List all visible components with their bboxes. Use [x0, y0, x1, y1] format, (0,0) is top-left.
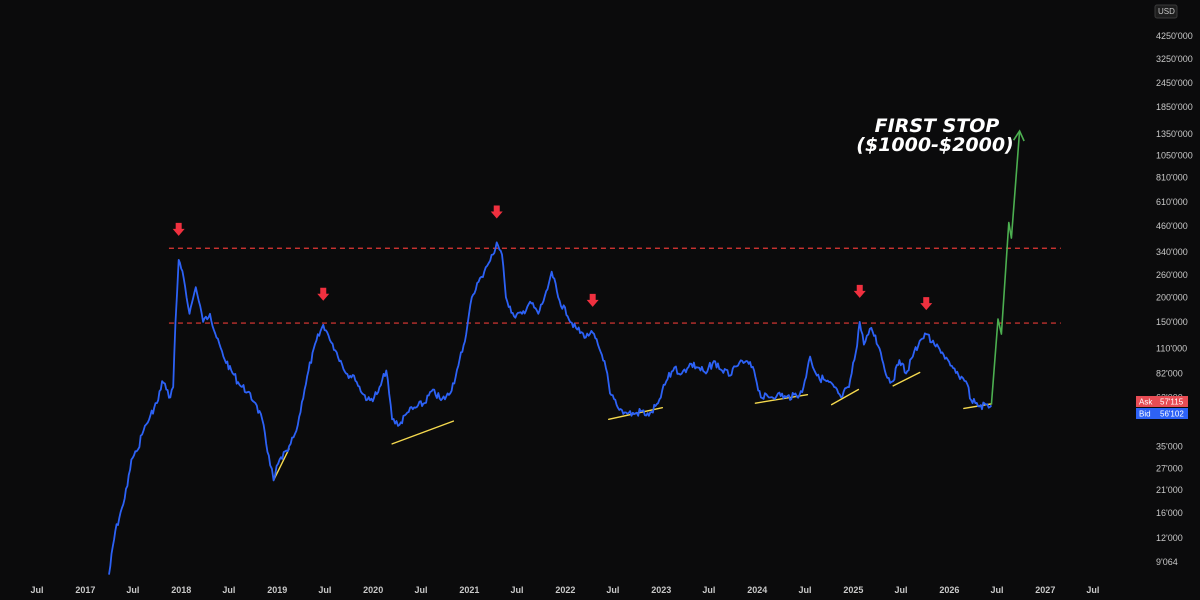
down-arrow-icon	[172, 222, 185, 236]
projection-arrowhead	[1012, 129, 1025, 142]
bid-label: Bid	[1139, 410, 1151, 419]
down-arrow-icon	[920, 297, 933, 311]
down-arrow-icon	[490, 205, 503, 219]
down-arrow-icon	[317, 287, 330, 301]
ask-badge: Ask 57'115	[1136, 396, 1188, 407]
x-tick-label: Jul	[415, 585, 428, 595]
y-tick-label: 21'000	[1156, 485, 1183, 495]
price-line	[108, 241, 993, 575]
series-layer	[108, 129, 1025, 575]
y-tick-label: 16'000	[1156, 508, 1183, 518]
annotation-line-1: FIRST STOP	[875, 115, 1000, 137]
x-tick-label: 2024	[747, 585, 767, 595]
support-trendline	[892, 371, 921, 387]
support-trendline	[830, 388, 860, 406]
y-tick-label: 3250'000	[1156, 54, 1193, 64]
x-tick-label: Jul	[510, 585, 523, 595]
x-tick-label: 2026	[939, 585, 959, 595]
bid-value: 56'102	[1160, 410, 1184, 419]
x-tick-label: Jul	[222, 585, 235, 595]
x-tick-label: 2025	[843, 585, 863, 595]
currency-selector[interactable]: USD	[1154, 4, 1178, 19]
ask-value-bg	[1158, 396, 1188, 407]
y-tick-label: 260'000	[1156, 270, 1188, 280]
x-tick-label: Jul	[126, 585, 139, 595]
support-lines-layer	[272, 371, 993, 482]
currency-selector-box[interactable]	[1154, 4, 1178, 19]
y-tick-label: 460'000	[1156, 221, 1188, 231]
x-tick-label: 2018	[171, 585, 191, 595]
y-tick-label: 4250'000	[1156, 31, 1193, 41]
support-trendline	[272, 448, 290, 482]
x-tick-label: Jul	[799, 585, 812, 595]
y-tick-label: 35'000	[1156, 441, 1183, 451]
ask-label-bg	[1136, 396, 1158, 407]
y-tick-label: 12'000	[1156, 533, 1183, 543]
y-tick-label: 150'000	[1156, 317, 1188, 327]
down-arrow-icon	[853, 284, 866, 298]
y-tick-label: 610'000	[1156, 197, 1188, 207]
y-tick-label: 340'000	[1156, 247, 1188, 257]
time-axis[interactable]: Jul 2017 Jul 2018 Jul 2019 Jul 2020 Jul 2021 Jul 20…	[30, 585, 1099, 595]
x-tick-label: Jul	[1086, 585, 1099, 595]
y-tick-label: 200'000	[1156, 292, 1188, 302]
x-tick-label: 2021	[459, 585, 479, 595]
y-tick-label: 9'064	[1156, 557, 1178, 567]
x-tick-label: Jul	[606, 585, 619, 595]
x-tick-label: Jul	[895, 585, 908, 595]
currency-label: USD	[1158, 7, 1175, 16]
down-arrow-icon	[586, 293, 599, 307]
bid-label-bg	[1136, 408, 1158, 419]
x-tick-label: Jul	[702, 585, 715, 595]
support-trendline	[391, 420, 455, 445]
ask-label: Ask	[1139, 398, 1153, 407]
y-tick-label: 2450'000	[1156, 78, 1193, 88]
y-tick-label: 110'000	[1156, 343, 1187, 353]
x-tick-label: 2023	[651, 585, 671, 595]
ask-value: 57'115	[1160, 398, 1184, 407]
x-tick-label: 2017	[75, 585, 95, 595]
y-tick-label: 1850'000	[1156, 102, 1193, 112]
price-axis[interactable]: 4250'000 3250'000 2450'000 1850'000 1350'000…	[1156, 31, 1193, 567]
y-tick-label: 810'000	[1156, 173, 1188, 183]
annotation-line-2: ($1000-$2000)	[856, 134, 1013, 156]
x-tick-label: 2022	[555, 585, 575, 595]
y-tick-label: 27'000	[1156, 463, 1183, 473]
bid-badge: Bid 56'102	[1136, 408, 1188, 419]
x-tick-label: Jul	[30, 585, 43, 595]
y-tick-label: 82'000	[1156, 369, 1183, 379]
bid-value-bg	[1158, 408, 1188, 419]
projection-line	[990, 130, 1021, 405]
x-tick-label: Jul	[990, 585, 1003, 595]
x-tick-label: 2019	[267, 585, 287, 595]
x-tick-label: Jul	[318, 585, 331, 595]
arrows-layer	[172, 205, 933, 311]
x-tick-label: 2027	[1035, 585, 1055, 595]
y-tick-label: 1050'000	[1156, 151, 1193, 161]
chart-lines-layer	[168, 247, 1061, 324]
y-tick-label: 1350'000	[1156, 129, 1193, 139]
x-tick-label: 2020	[363, 585, 383, 595]
